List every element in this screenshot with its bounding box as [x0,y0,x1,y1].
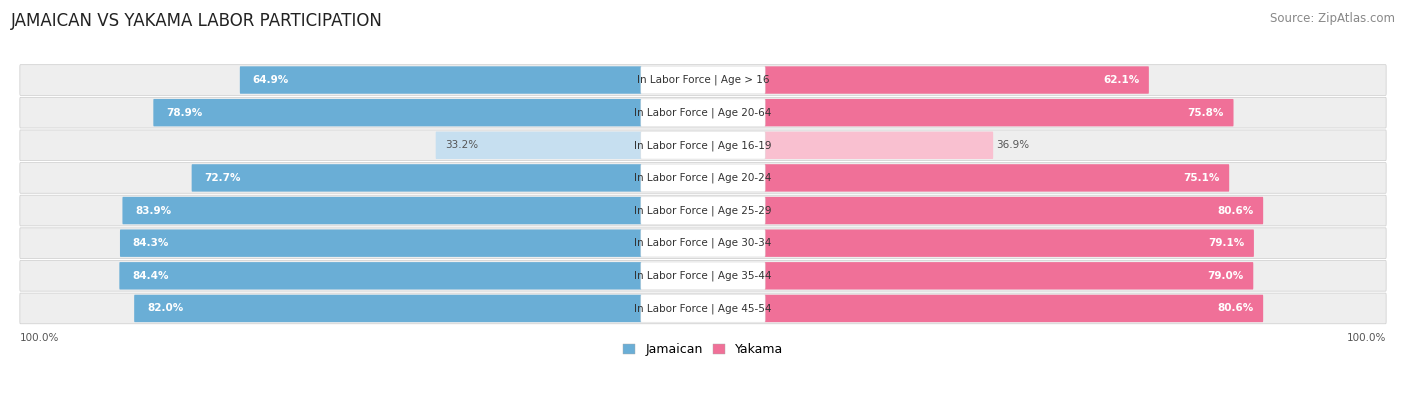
Text: 80.6%: 80.6% [1218,205,1254,216]
FancyBboxPatch shape [765,197,1263,224]
FancyBboxPatch shape [765,99,1233,126]
Text: 82.0%: 82.0% [146,303,183,314]
FancyBboxPatch shape [641,229,765,257]
FancyBboxPatch shape [765,262,1253,290]
FancyBboxPatch shape [20,260,1386,291]
Legend: Jamaican, Yakama: Jamaican, Yakama [623,343,783,356]
FancyBboxPatch shape [191,164,641,192]
Text: 36.9%: 36.9% [995,140,1029,150]
Text: 100.0%: 100.0% [1347,333,1386,343]
Text: 100.0%: 100.0% [20,333,59,343]
FancyBboxPatch shape [765,295,1263,322]
FancyBboxPatch shape [641,262,765,290]
Text: 75.8%: 75.8% [1188,108,1223,118]
FancyBboxPatch shape [240,66,641,94]
FancyBboxPatch shape [765,66,1149,94]
Text: 33.2%: 33.2% [446,140,478,150]
FancyBboxPatch shape [765,229,1254,257]
Text: 62.1%: 62.1% [1102,75,1139,85]
Text: JAMAICAN VS YAKAMA LABOR PARTICIPATION: JAMAICAN VS YAKAMA LABOR PARTICIPATION [11,12,382,30]
FancyBboxPatch shape [641,99,765,126]
FancyBboxPatch shape [120,262,641,290]
FancyBboxPatch shape [20,97,1386,128]
Text: 83.9%: 83.9% [135,205,172,216]
Text: In Labor Force | Age 20-24: In Labor Force | Age 20-24 [634,173,772,183]
Text: 84.4%: 84.4% [132,271,169,281]
FancyBboxPatch shape [641,197,765,224]
FancyBboxPatch shape [134,295,641,322]
FancyBboxPatch shape [20,130,1386,161]
FancyBboxPatch shape [20,195,1386,226]
Text: In Labor Force | Age 35-44: In Labor Force | Age 35-44 [634,271,772,281]
FancyBboxPatch shape [122,197,641,224]
Text: 80.6%: 80.6% [1218,303,1254,314]
Text: 78.9%: 78.9% [166,108,202,118]
Text: 84.3%: 84.3% [132,238,169,248]
Text: 79.0%: 79.0% [1208,271,1244,281]
FancyBboxPatch shape [153,99,641,126]
FancyBboxPatch shape [20,293,1386,324]
Text: In Labor Force | Age 30-34: In Labor Force | Age 30-34 [634,238,772,248]
FancyBboxPatch shape [20,163,1386,193]
Text: In Labor Force | Age 45-54: In Labor Force | Age 45-54 [634,303,772,314]
FancyBboxPatch shape [641,295,765,322]
Text: 64.9%: 64.9% [253,75,288,85]
FancyBboxPatch shape [641,164,765,192]
Text: In Labor Force | Age 20-64: In Labor Force | Age 20-64 [634,107,772,118]
FancyBboxPatch shape [765,164,1229,192]
FancyBboxPatch shape [20,228,1386,258]
Text: Source: ZipAtlas.com: Source: ZipAtlas.com [1270,12,1395,25]
FancyBboxPatch shape [120,229,641,257]
Text: 75.1%: 75.1% [1184,173,1219,183]
FancyBboxPatch shape [20,65,1386,95]
FancyBboxPatch shape [436,132,641,159]
FancyBboxPatch shape [641,66,765,94]
FancyBboxPatch shape [765,132,993,159]
FancyBboxPatch shape [641,132,765,159]
Text: In Labor Force | Age 16-19: In Labor Force | Age 16-19 [634,140,772,150]
Text: In Labor Force | Age 25-29: In Labor Force | Age 25-29 [634,205,772,216]
Text: 79.1%: 79.1% [1208,238,1244,248]
Text: In Labor Force | Age > 16: In Labor Force | Age > 16 [637,75,769,85]
Text: 72.7%: 72.7% [204,173,240,183]
